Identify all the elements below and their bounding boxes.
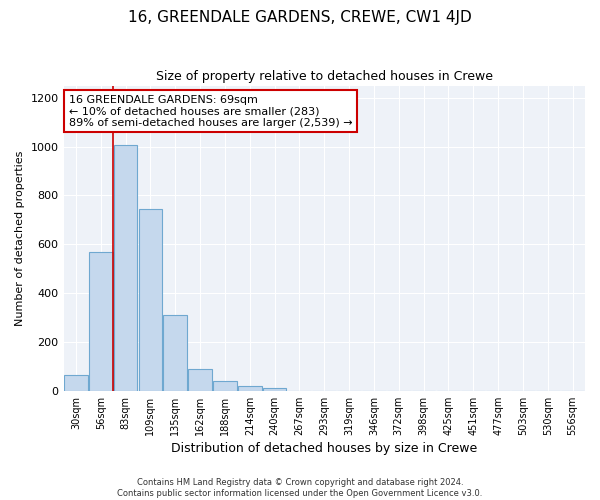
Bar (139, 209, 162, 391)
Bar (114, 146, 137, 391)
Text: Contains HM Land Registry data © Crown copyright and database right 2024.
Contai: Contains HM Land Registry data © Crown c… (118, 478, 482, 498)
Bar (238, 386, 262, 391)
Y-axis label: Number of detached properties: Number of detached properties (15, 150, 25, 326)
Bar (163, 315, 187, 391)
Bar (64, 375, 88, 391)
Bar (263, 388, 286, 391)
X-axis label: Distribution of detached houses by size in Crewe: Distribution of detached houses by size … (171, 442, 478, 455)
Bar (89, 252, 113, 391)
Text: 16 GREENDALE GARDENS: 69sqm
← 10% of detached houses are smaller (283)
89% of se: 16 GREENDALE GARDENS: 69sqm ← 10% of det… (69, 94, 352, 128)
Text: 16, GREENDALE GARDENS, CREWE, CW1 4JD: 16, GREENDALE GARDENS, CREWE, CW1 4JD (128, 10, 472, 25)
Bar (213, 381, 237, 391)
Bar (188, 369, 212, 391)
Title: Size of property relative to detached houses in Crewe: Size of property relative to detached ho… (156, 70, 493, 83)
